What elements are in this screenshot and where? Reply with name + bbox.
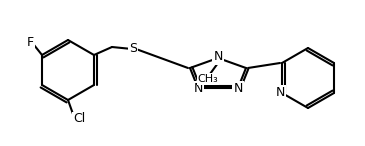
Text: F: F xyxy=(26,35,34,48)
Text: CH₃: CH₃ xyxy=(197,74,218,84)
Text: S: S xyxy=(129,42,137,55)
Text: N: N xyxy=(233,81,243,94)
Text: Cl: Cl xyxy=(73,113,85,126)
Text: N: N xyxy=(193,81,203,94)
Text: N: N xyxy=(213,51,223,64)
Text: N: N xyxy=(275,86,285,99)
